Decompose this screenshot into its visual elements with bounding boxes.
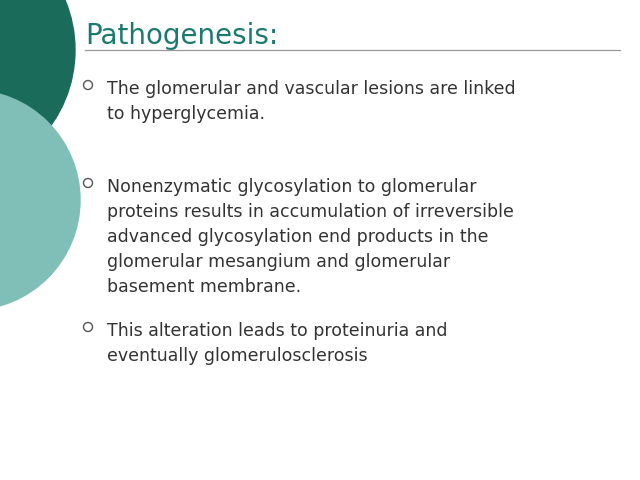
Circle shape — [0, 0, 75, 180]
Text: Nonenzymatic glycosylation to glomerular
proteins results in accumulation of irr: Nonenzymatic glycosylation to glomerular… — [107, 178, 514, 296]
Text: Pathogenesis:: Pathogenesis: — [85, 22, 278, 50]
Circle shape — [0, 90, 80, 310]
Text: The glomerular and vascular lesions are linked
to hyperglycemia.: The glomerular and vascular lesions are … — [107, 80, 516, 123]
Text: This alteration leads to proteinuria and
eventually glomerulosclerosis: This alteration leads to proteinuria and… — [107, 322, 447, 365]
